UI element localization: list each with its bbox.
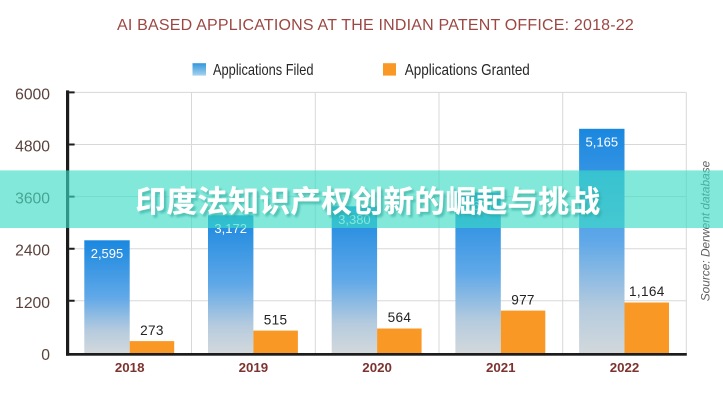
svg-text:Applications Filed: Applications Filed xyxy=(213,62,314,79)
svg-text:1,164: 1,164 xyxy=(629,284,665,299)
svg-text:1200: 1200 xyxy=(15,295,50,312)
svg-text:5,165: 5,165 xyxy=(586,135,619,150)
svg-text:515: 515 xyxy=(264,312,288,327)
svg-text:564: 564 xyxy=(388,310,412,325)
svg-text:2400: 2400 xyxy=(15,243,50,260)
svg-text:2,595: 2,595 xyxy=(91,246,124,261)
svg-text:2019: 2019 xyxy=(239,360,269,375)
svg-text:977: 977 xyxy=(511,292,535,307)
svg-text:AI BASED APPLICATIONS AT THE I: AI BASED APPLICATIONS AT THE INDIAN PATE… xyxy=(117,17,634,34)
svg-text:6000: 6000 xyxy=(15,86,50,103)
svg-text:0: 0 xyxy=(41,347,50,364)
svg-text:2021: 2021 xyxy=(486,360,516,375)
svg-text:2020: 2020 xyxy=(362,360,392,375)
svg-text:4800: 4800 xyxy=(15,139,50,156)
svg-text:273: 273 xyxy=(140,323,164,338)
svg-text:2022: 2022 xyxy=(610,360,640,375)
svg-text:2018: 2018 xyxy=(115,360,145,375)
svg-text:Applications Granted: Applications Granted xyxy=(405,62,530,79)
